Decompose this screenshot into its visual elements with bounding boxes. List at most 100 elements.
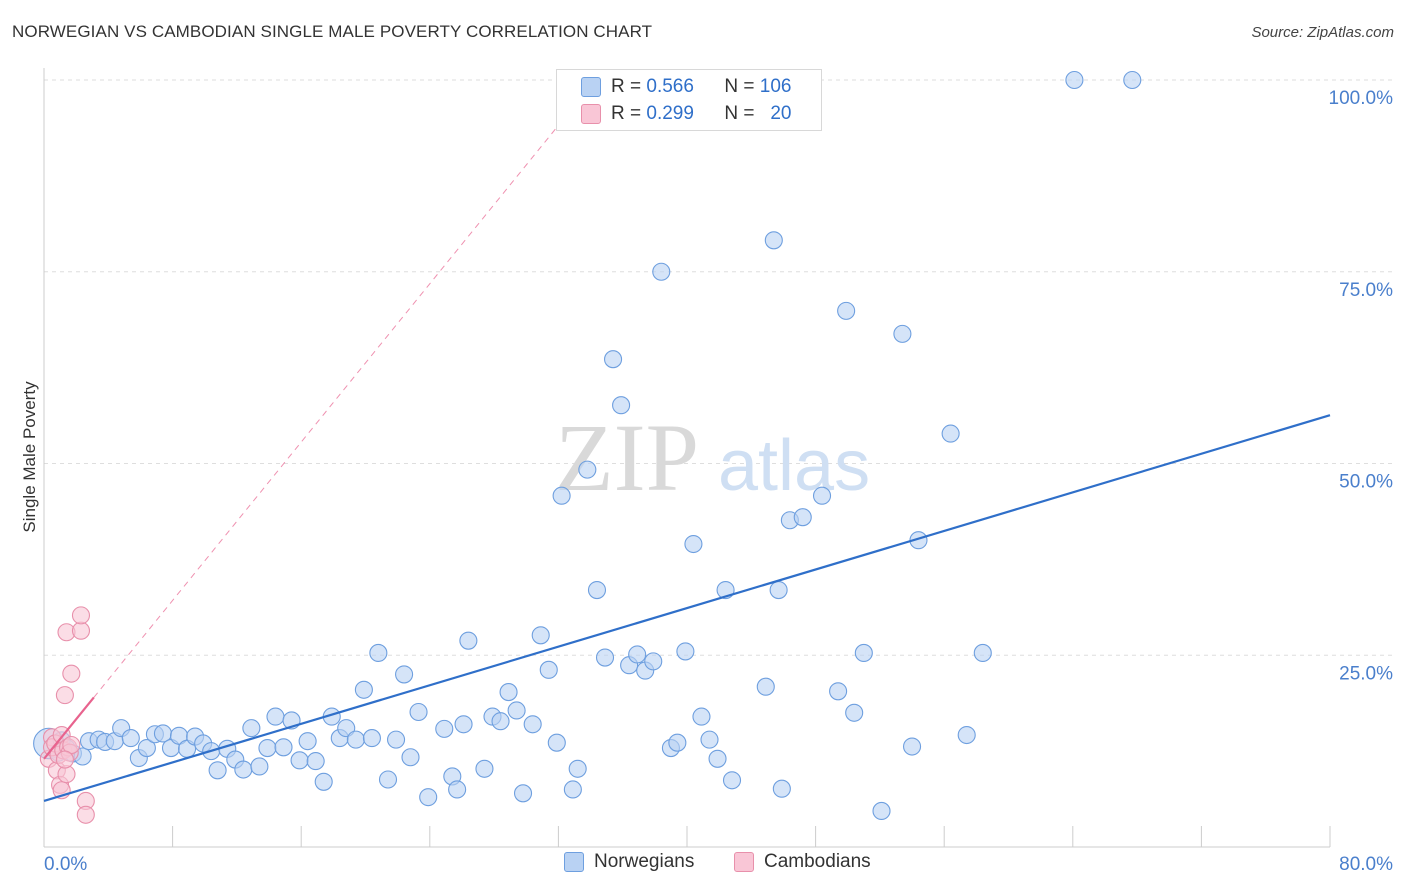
norwegian-point xyxy=(121,729,140,748)
tick-labels: 25.0% 50.0% 75.0% 100.0% 0.0% 80.0% xyxy=(44,88,1393,875)
axes xyxy=(43,68,1331,848)
norwegians-legend-swatch xyxy=(564,852,584,872)
norwegian-point xyxy=(587,581,607,600)
norwegian-point xyxy=(454,715,473,734)
norwegian-point xyxy=(676,642,695,661)
cambodian-point xyxy=(71,621,91,640)
legend-row-norwegians: R = 0.566 N = 106 xyxy=(581,75,791,99)
cambodian-point xyxy=(55,750,74,769)
y-axis-label: Single Male Poverty xyxy=(20,381,39,533)
watermark-atlas: atlas xyxy=(718,426,870,506)
cambodian-point xyxy=(71,606,91,625)
y-tick-label: 50.0% xyxy=(1339,472,1393,493)
norwegian-point xyxy=(973,643,992,662)
norwegian-point xyxy=(523,715,542,734)
norwegian-point xyxy=(872,801,891,821)
norwegian-point xyxy=(250,757,269,776)
trend-lines xyxy=(43,79,1331,803)
norwegian-point xyxy=(137,739,156,758)
norwegian-point xyxy=(563,780,582,799)
norwegian-point xyxy=(395,665,414,684)
x-tick-label: 0.0% xyxy=(44,854,87,875)
legend-item-cambodians[interactable]: Cambodians xyxy=(734,851,871,873)
norwegian-point xyxy=(242,719,261,738)
norwegian-point xyxy=(644,652,663,671)
r-value-cambodians: 0.299 xyxy=(646,103,694,124)
norwegian-point xyxy=(401,748,420,767)
norwegian-point xyxy=(547,733,566,752)
norwegian-point xyxy=(459,631,478,650)
norwegian-point xyxy=(692,707,711,726)
legend-label-norwegians: Norwegians xyxy=(594,851,695,872)
norwegian-point xyxy=(409,702,428,722)
norwegian-point xyxy=(448,780,467,799)
norwegian-point xyxy=(769,581,788,600)
y-tick-label: 100.0% xyxy=(1329,88,1394,109)
norwegian-point xyxy=(812,486,832,505)
norwegian-point xyxy=(568,759,587,778)
norwegian-point xyxy=(346,730,365,749)
norwegian-point xyxy=(298,732,317,751)
norwegians-points xyxy=(33,70,1142,821)
norwegian-point xyxy=(612,396,631,415)
cambodians-trend-line xyxy=(43,696,95,760)
n-label: N = xyxy=(724,76,755,97)
correlation-legend: R = 0.566 N = 106 R = 0.299 N = 20 xyxy=(556,69,822,131)
chart-title: NORWEGIAN VS CAMBODIAN SINGLE MALE POVER… xyxy=(12,22,653,41)
y-tick-label: 75.0% xyxy=(1339,280,1393,301)
cambodians-swatch xyxy=(581,104,601,124)
legend-item-norwegians[interactable]: Norwegians xyxy=(564,851,694,873)
r-label: R = xyxy=(611,103,642,124)
norwegian-point xyxy=(604,350,623,369)
norwegian-point xyxy=(772,779,791,798)
norwegian-point xyxy=(756,677,775,696)
norwegian-point xyxy=(829,682,848,701)
cambodians-points xyxy=(39,606,95,824)
norwegian-point xyxy=(531,626,550,645)
cambodian-point xyxy=(62,664,81,683)
norwegian-point xyxy=(234,760,253,779)
norwegian-point xyxy=(722,771,742,790)
legend-label-cambodians: Cambodians xyxy=(764,851,871,872)
watermark-zip: ZIP xyxy=(555,404,699,511)
norwegian-point xyxy=(386,730,406,749)
grid-lines xyxy=(44,79,1394,656)
cambodian-point xyxy=(55,686,74,705)
norwegian-point xyxy=(957,725,976,745)
norwegian-point xyxy=(306,752,325,771)
norwegian-point xyxy=(845,703,864,722)
norwegian-point xyxy=(378,770,398,789)
norwegian-point xyxy=(578,460,597,479)
norwegian-point xyxy=(902,737,922,756)
norwegian-point xyxy=(652,262,671,281)
norwegian-point xyxy=(435,719,454,738)
norwegian-point xyxy=(314,772,333,791)
norwegian-point xyxy=(700,730,719,749)
n-value-cambodians: 20 xyxy=(770,103,792,124)
watermark: ZIP atlas xyxy=(555,404,870,511)
norwegian-point xyxy=(499,683,518,702)
norwegian-point xyxy=(837,301,856,320)
norwegian-point xyxy=(941,424,960,443)
norwegian-point xyxy=(208,761,227,780)
norwegian-point xyxy=(793,508,812,527)
norwegian-point xyxy=(491,712,510,731)
norwegian-point xyxy=(539,660,558,679)
norwegian-point xyxy=(854,643,873,662)
norwegian-point xyxy=(369,643,388,662)
norwegian-point xyxy=(513,784,533,803)
norwegian-point xyxy=(274,738,293,757)
x-tick-label: 80.0% xyxy=(1339,854,1393,875)
r-label: R = xyxy=(611,76,642,97)
norwegian-point xyxy=(595,648,615,667)
norwegians-swatch xyxy=(581,77,601,97)
series-legend: Norwegians Cambodians xyxy=(0,851,1406,877)
norwegian-point xyxy=(507,701,526,720)
norwegian-point xyxy=(475,759,494,778)
r-value-norwegians: 0.566 xyxy=(646,76,694,97)
norwegian-point xyxy=(1065,70,1084,90)
norwegian-point xyxy=(354,680,373,699)
norwegian-point xyxy=(419,788,438,807)
cambodian-point xyxy=(76,805,95,824)
